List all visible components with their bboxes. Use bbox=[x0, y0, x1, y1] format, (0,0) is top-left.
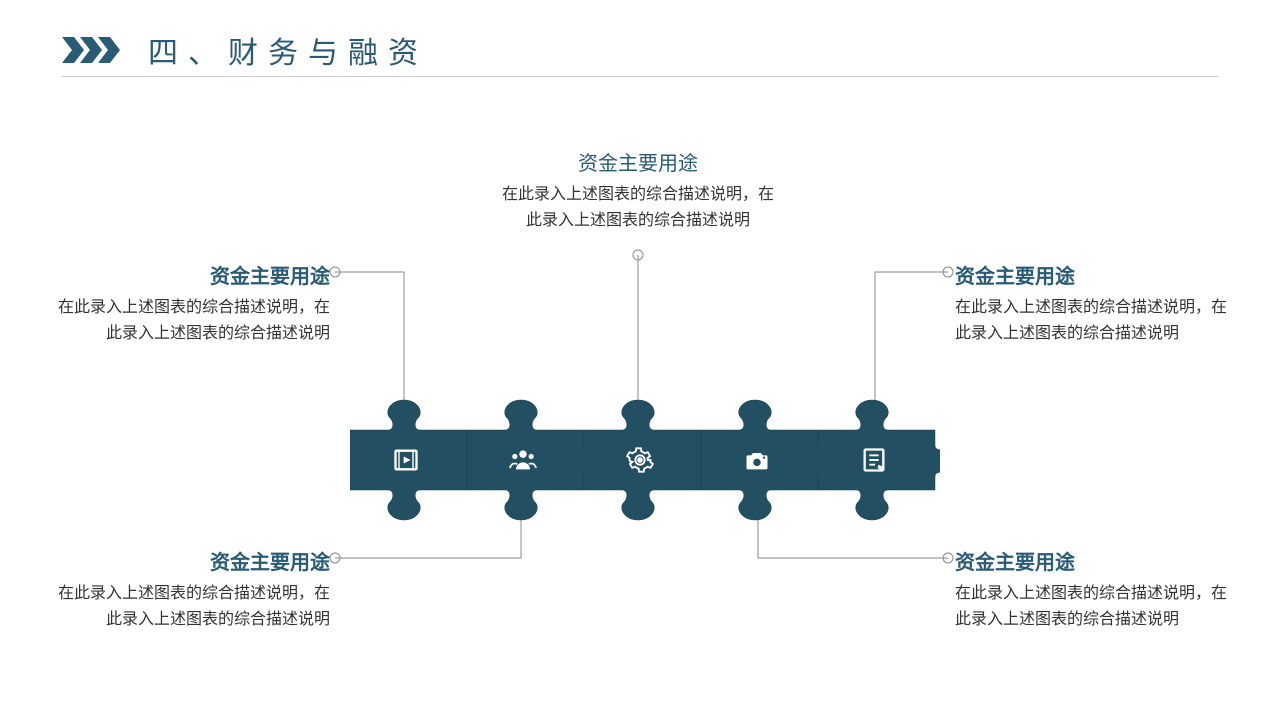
document-icon bbox=[860, 446, 890, 476]
callout-2: 资金主要用途 在此录入上述图表的综合描述说明，在此录入上述图表的综合描述说明 bbox=[50, 546, 330, 634]
header-divider bbox=[62, 76, 1218, 77]
callout-body: 在此录入上述图表的综合描述说明，在此录入上述图表的综合描述说明 bbox=[50, 295, 330, 348]
callout-heading: 资金主要用途 bbox=[955, 260, 1235, 289]
film-icon bbox=[392, 446, 422, 476]
slide-header: 四、财务与融资 bbox=[62, 28, 1218, 72]
callout-3: 资金主要用途 在此录入上述图表的综合描述说明，在此录入上述图表的综合描述说明 bbox=[498, 147, 778, 235]
callout-body: 在此录入上述图表的综合描述说明，在此录入上述图表的综合描述说明 bbox=[955, 295, 1235, 348]
callout-5: 资金主要用途 在此录入上述图表的综合描述说明，在此录入上述图表的综合描述说明 bbox=[955, 546, 1235, 634]
callout-heading: 资金主要用途 bbox=[955, 546, 1235, 575]
puzzle-graphic bbox=[350, 390, 935, 530]
callout-heading: 资金主要用途 bbox=[50, 546, 330, 575]
callout-1: 资金主要用途 在此录入上述图表的综合描述说明，在此录入上述图表的综合描述说明 bbox=[50, 260, 330, 348]
callout-heading: 资金主要用途 bbox=[50, 260, 330, 289]
gear-icon bbox=[626, 446, 656, 476]
slide-title: 四、财务与融资 bbox=[148, 28, 428, 72]
callout-4: 资金主要用途 在此录入上述图表的综合描述说明，在此录入上述图表的综合描述说明 bbox=[955, 260, 1235, 348]
people-icon bbox=[509, 446, 539, 476]
chevron-icon bbox=[62, 37, 128, 63]
callout-body: 在此录入上述图表的综合描述说明，在此录入上述图表的综合描述说明 bbox=[50, 581, 330, 634]
camera-icon bbox=[743, 446, 773, 476]
callout-heading: 资金主要用途 bbox=[498, 147, 778, 176]
callout-body: 在此录入上述图表的综合描述说明，在此录入上述图表的综合描述说明 bbox=[955, 581, 1235, 634]
callout-body: 在此录入上述图表的综合描述说明，在此录入上述图表的综合描述说明 bbox=[498, 182, 778, 235]
